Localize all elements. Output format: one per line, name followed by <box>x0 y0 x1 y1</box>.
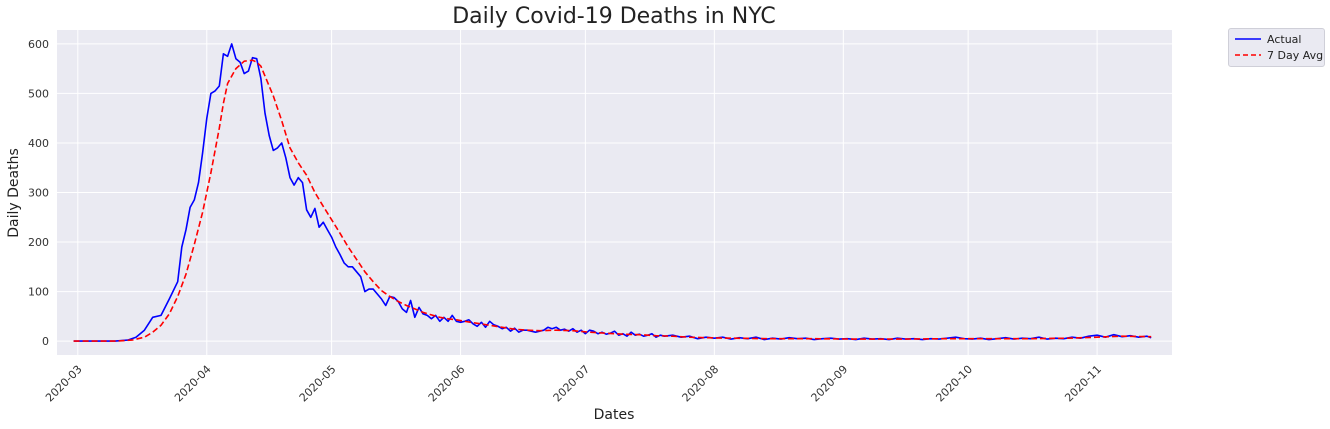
x-tick-label: 2020-10 <box>933 363 975 405</box>
y-tick-label: 600 <box>28 38 49 51</box>
legend: Actual 7 Day Avg <box>1228 28 1325 67</box>
y-tick-label: 100 <box>28 286 49 299</box>
x-tick-label: 2020-06 <box>426 363 468 405</box>
y-tick-label: 0 <box>42 335 49 348</box>
y-tick-label: 400 <box>28 137 49 150</box>
legend-label-7-day-avg: 7 Day Avg <box>1267 48 1324 62</box>
y-tick-label: 500 <box>28 87 49 100</box>
legend-label-actual: Actual <box>1267 32 1302 46</box>
legend-item-actual: Actual <box>1235 31 1301 47</box>
x-tick-label: 2020-08 <box>680 363 722 405</box>
x-tick-label: 2020-03 <box>43 363 85 405</box>
y-tick-label: 300 <box>28 187 49 200</box>
grid <box>57 30 1172 355</box>
y-tick-label: 200 <box>28 236 49 249</box>
legend-swatch-actual <box>1235 38 1261 40</box>
legend-swatch-7-day-avg <box>1235 54 1261 56</box>
legend-item-7-day-avg: 7 Day Avg <box>1235 47 1323 63</box>
x-axis-label: Dates <box>594 407 635 423</box>
y-axis-label: Daily Deaths <box>6 148 22 238</box>
x-tick-label: 2020-04 <box>172 363 214 405</box>
x-tick-label: 2020-09 <box>809 363 851 405</box>
chart-title: Daily Covid-19 Deaths in NYC <box>452 4 776 29</box>
x-ticks: 2020-03 2020-04 2020-05 2020-06 2020-07 2020-… <box>43 363 1104 405</box>
x-tick-label: 2020-11 <box>1062 363 1104 405</box>
series-layer <box>73 43 1152 342</box>
x-tick-label: 2020-05 <box>297 363 339 405</box>
y-ticks: 0 100 200 300 400 500 600 <box>28 38 49 348</box>
x-tick-label: 2020-07 <box>551 363 593 405</box>
series-line-7-day-avg <box>73 59 1152 342</box>
